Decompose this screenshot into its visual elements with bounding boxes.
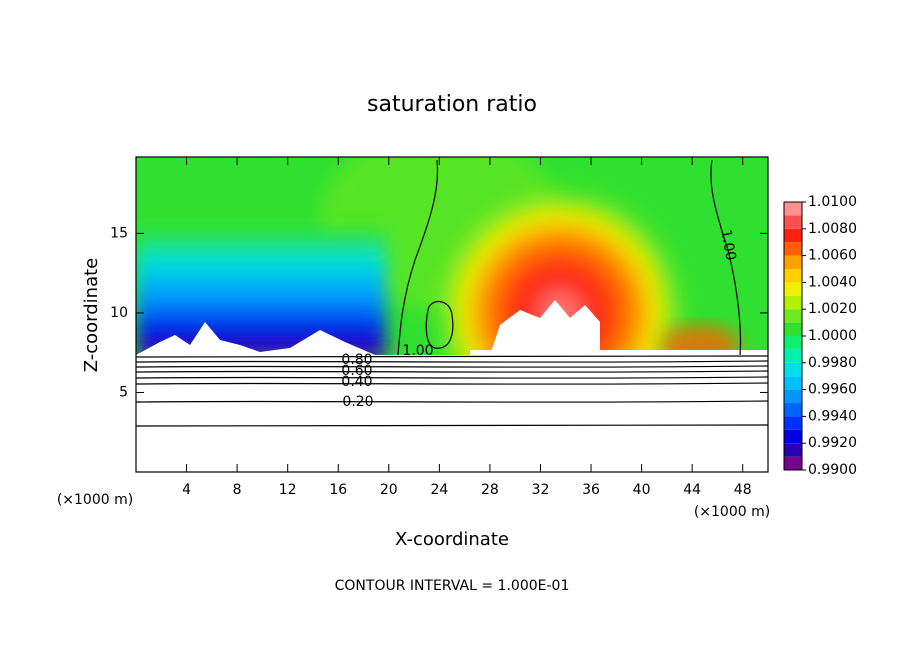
colorbar-band [784,376,802,390]
x-tick-label: 20 [380,482,398,498]
colorbar-tick-label: 0.9920 [808,435,857,451]
colorbar-tick-label: 1.0020 [808,301,857,317]
contour-label: 1.00 [402,343,433,359]
colorbar-tick-label: 0.9960 [808,382,857,398]
x-tick-label: 4 [182,482,191,498]
colorbar-band [784,322,802,336]
x-tick-label: 12 [279,482,297,498]
colorbar-tick-label: 0.9940 [808,408,857,424]
x-tick-label: 40 [633,482,651,498]
contour-label: 1.00 [717,228,738,261]
colorbar-band [784,416,802,430]
colorbar-band [784,336,802,350]
x-tick-label: 32 [532,482,550,498]
y-tick-label: 10 [110,305,128,321]
colorbar-band [784,389,802,403]
x-tick-label: 44 [683,482,701,498]
colorbar-band [784,255,802,269]
field [136,157,768,472]
colorbar-tick-label: 1.0040 [808,274,857,290]
colorbar-band [784,443,802,457]
x-unit: (×1000 m) [694,504,770,520]
colorbar-band [784,282,802,296]
x-axis-title: X-coordinate [395,529,509,550]
colorbar-tick-label: 0.9980 [808,355,857,371]
y-tick-label: 15 [110,225,128,241]
colorbar-band [784,349,802,363]
colorbar-band [784,215,802,229]
colorbar-band [784,228,802,243]
colorbar-band [784,429,802,444]
colorbar-band [784,295,802,310]
chart-title: saturation ratio [367,92,537,117]
footnote: CONTOUR INTERVAL = 1.000E-01 [335,578,570,594]
colorbar-tick-label: 1.0100 [808,194,857,210]
x-tick-label: 28 [481,482,499,498]
contour-lines [135,159,769,427]
contour-label: 0.60 [341,363,372,379]
x-tick-label: 36 [582,482,600,498]
contour-label: 0.40 [341,374,372,390]
colorbar-band [784,403,802,417]
colorbar-band [784,202,802,216]
x-tick-label: 16 [329,482,347,498]
contour-label: 0.80 [341,352,372,368]
x-tick-label: 24 [430,482,448,498]
colorbar-tick-label: 1.0060 [808,248,857,264]
colorbar-band [784,362,802,377]
y-tick-label: 5 [119,384,128,400]
colorbar-tick-label: 0.9900 [808,462,857,478]
contour-label: 0.20 [342,394,373,410]
y-unit: (×1000 m) [57,492,133,508]
x-tick-label: 8 [233,482,242,498]
colorbar-band [784,269,802,283]
colorbar-band [784,242,802,256]
x-tick-label: 48 [734,482,752,498]
colorbar-tick-label: 1.0000 [808,328,857,344]
colorbar-tick-label: 1.0080 [808,221,857,237]
colorbar-band [784,456,802,470]
y-axis-title: Z-coordinate [81,258,102,373]
colorbar-band [784,309,802,323]
plot-frame [135,156,769,473]
